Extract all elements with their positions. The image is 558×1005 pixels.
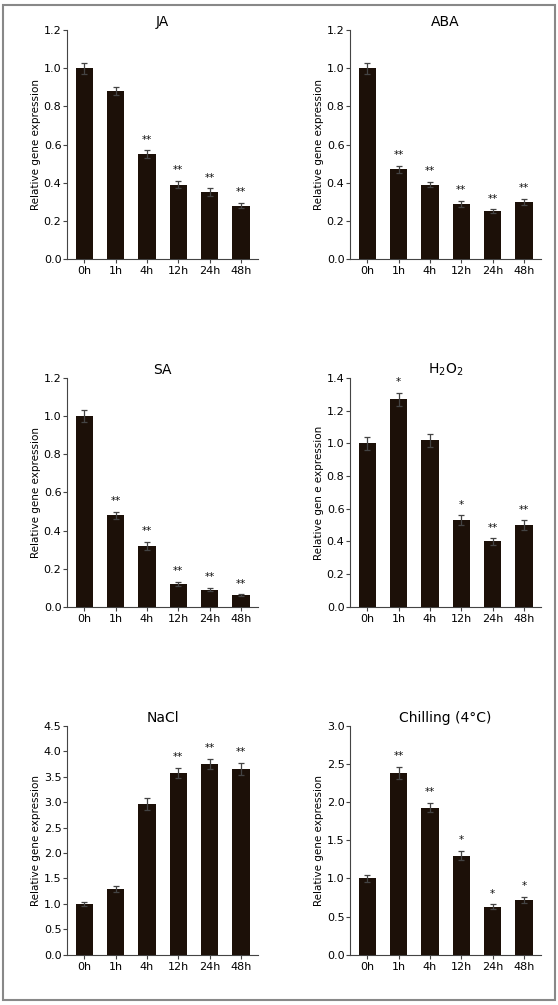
Bar — [484, 211, 501, 259]
Title: ABA: ABA — [431, 15, 460, 29]
Text: **: ** — [425, 166, 435, 176]
Text: *: * — [459, 835, 464, 845]
Bar — [359, 68, 376, 259]
Bar — [201, 192, 218, 259]
Bar — [201, 764, 218, 955]
Bar — [232, 206, 249, 259]
Title: SA: SA — [153, 363, 172, 377]
Bar — [170, 773, 187, 955]
Bar — [107, 91, 124, 259]
Text: *: * — [459, 499, 464, 510]
Text: **: ** — [236, 187, 246, 197]
Bar — [232, 769, 249, 955]
Text: **: ** — [519, 183, 529, 193]
Text: *: * — [396, 377, 401, 387]
Bar — [138, 546, 156, 607]
Text: **: ** — [204, 744, 215, 753]
Bar — [138, 804, 156, 955]
Bar — [390, 773, 407, 955]
Text: **: ** — [425, 787, 435, 797]
Bar — [516, 202, 532, 259]
Text: **: ** — [173, 567, 184, 576]
Bar — [453, 855, 470, 955]
Bar — [390, 399, 407, 607]
Text: **: ** — [488, 523, 498, 533]
Text: *: * — [490, 888, 495, 898]
Bar — [421, 807, 439, 955]
Text: **: ** — [236, 748, 246, 758]
Bar — [453, 204, 470, 259]
Bar — [170, 185, 187, 259]
Text: *: * — [521, 881, 527, 891]
Bar — [232, 595, 249, 607]
Text: **: ** — [173, 165, 184, 175]
Y-axis label: Relative gene expression: Relative gene expression — [314, 79, 324, 210]
Y-axis label: Relative gene expression: Relative gene expression — [31, 79, 41, 210]
Bar — [76, 68, 93, 259]
Bar — [76, 903, 93, 955]
Title: NaCl: NaCl — [146, 711, 179, 725]
Bar — [201, 590, 218, 607]
Bar — [516, 899, 532, 955]
Text: **: ** — [393, 150, 404, 160]
Y-axis label: Relative gene expression: Relative gene expression — [31, 427, 41, 558]
Bar — [76, 416, 93, 607]
Title: JA: JA — [156, 15, 169, 29]
Bar — [359, 878, 376, 955]
Bar — [484, 542, 501, 607]
Text: **: ** — [488, 194, 498, 204]
Title: H$_2$O$_2$: H$_2$O$_2$ — [428, 362, 463, 378]
Text: **: ** — [236, 579, 246, 589]
Bar — [107, 516, 124, 607]
Y-axis label: Relative gene expression: Relative gene expression — [31, 775, 41, 906]
Bar — [107, 888, 124, 955]
Text: **: ** — [393, 752, 404, 762]
Bar — [516, 526, 532, 607]
Bar — [390, 170, 407, 259]
Bar — [421, 185, 439, 259]
Text: **: ** — [519, 505, 529, 515]
Text: **: ** — [142, 527, 152, 537]
Y-axis label: Relative gen e expression: Relative gen e expression — [314, 425, 324, 560]
Bar — [359, 443, 376, 607]
Text: **: ** — [456, 185, 466, 195]
Text: **: ** — [173, 753, 184, 763]
Bar — [138, 154, 156, 259]
Text: **: ** — [204, 173, 215, 183]
Bar — [421, 440, 439, 607]
Bar — [170, 584, 187, 607]
Y-axis label: Relative gene expression: Relative gene expression — [314, 775, 324, 906]
Text: **: ** — [142, 135, 152, 145]
Text: **: ** — [110, 495, 121, 506]
Title: Chilling (4°C): Chilling (4°C) — [400, 711, 492, 725]
Bar — [453, 521, 470, 607]
Text: **: ** — [204, 573, 215, 583]
Bar — [484, 907, 501, 955]
